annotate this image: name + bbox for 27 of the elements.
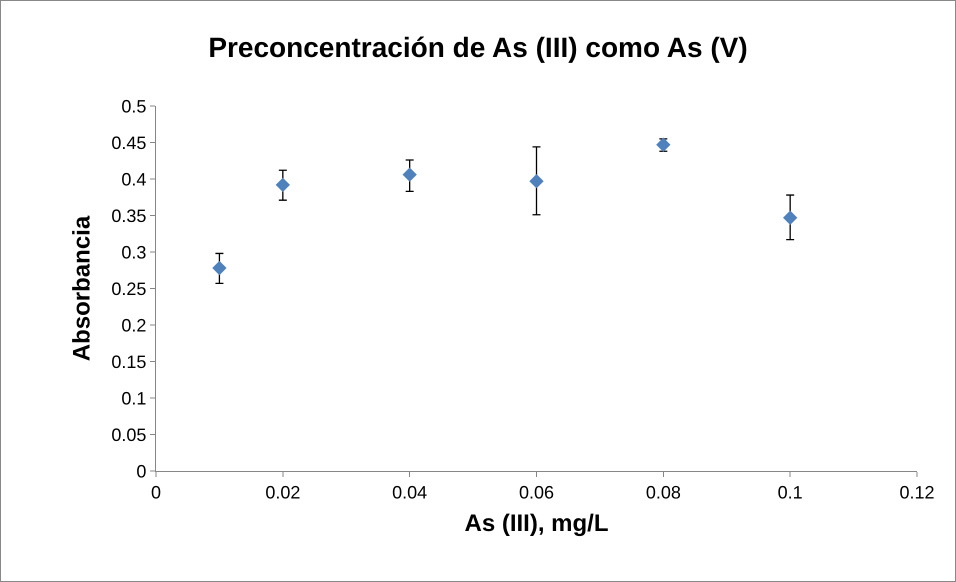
x-tick-label: 0	[150, 482, 162, 503]
x-axis-title: As (III), mg/L	[464, 510, 608, 537]
chart-title: Preconcentración de As (III) como As (V)	[208, 32, 748, 64]
y-tick-label: 0.05	[111, 424, 146, 445]
point	[402, 167, 417, 182]
y-tick-label: 0.1	[121, 388, 146, 408]
y-tick-label: 0.5	[121, 96, 146, 116]
point	[276, 178, 290, 192]
y-tick-label: 0.15	[111, 352, 146, 372]
x-tick-label: 0.02	[265, 482, 300, 503]
y-tick-label: 0.3	[121, 242, 146, 262]
y-tick-label: 0.4	[121, 169, 146, 190]
y-axis-title: Absorbancia	[68, 215, 96, 362]
point	[529, 174, 544, 188]
x-tick-label: 0.08	[646, 482, 681, 503]
y-tick-label: 0.35	[111, 206, 146, 226]
x-tick-label: 0.06	[518, 482, 554, 503]
y-tick-label: 0.25	[111, 278, 146, 299]
point	[656, 138, 670, 152]
point	[212, 260, 227, 276]
x-tick-label: 0.04	[392, 482, 428, 503]
x-tick-label: 0.1	[778, 482, 803, 503]
y-tick-label: 0.2	[121, 315, 146, 336]
y-tick-label: 0.45	[111, 132, 146, 153]
x-tick-label: 0.12	[899, 482, 935, 503]
point	[783, 210, 798, 225]
y-tick-label: 0	[136, 461, 146, 482]
